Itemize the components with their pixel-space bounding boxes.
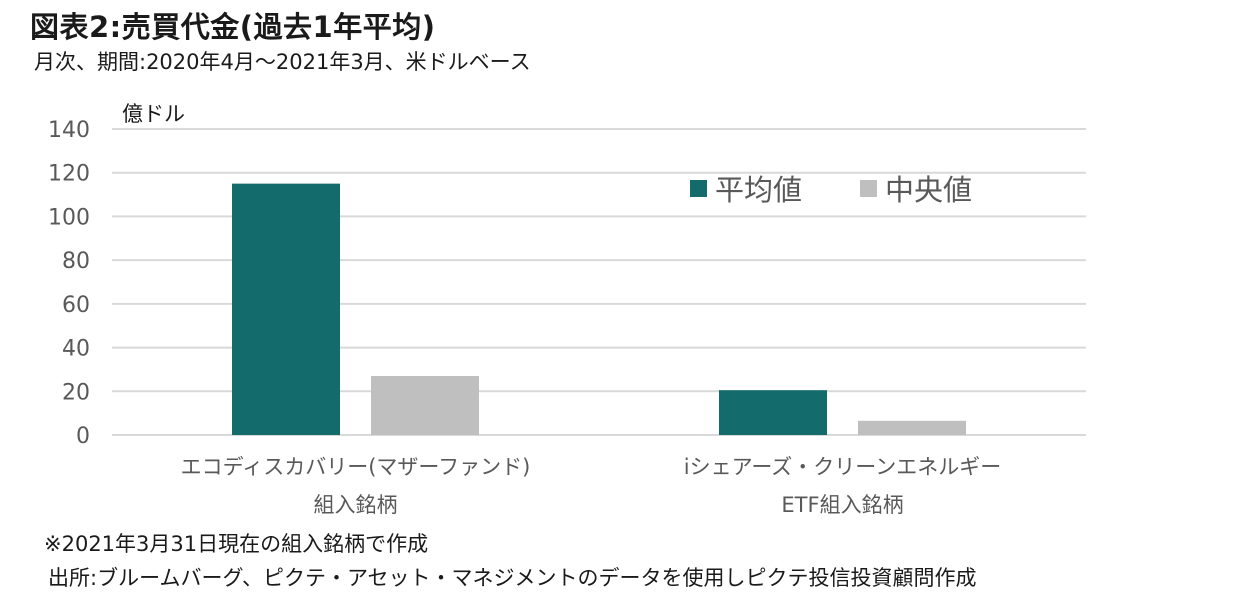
category-label: iシェアーズ・クリーンエネルギー (684, 455, 1001, 479)
bar-median-1 (858, 420, 966, 435)
category-label: 組入銘柄 (314, 493, 398, 517)
y-tick-label: 120 (48, 162, 90, 187)
y-tick-label: 20 (62, 380, 90, 405)
bar-mean-1 (719, 390, 827, 435)
y-tick-label: 80 (62, 249, 90, 274)
y-axis-ticks: 0 20 40 60 80 100 120 140 (48, 118, 90, 449)
y-axis-unit-label: 億ドル (122, 102, 185, 126)
legend-swatch (690, 180, 707, 197)
chart-title: 図表2:売買代金(過去1年平均) (30, 10, 436, 44)
footnote: ※2021年3月31日現在の組入銘柄で作成 (44, 532, 429, 556)
category-label: ETF組入銘柄 (781, 493, 903, 517)
category-labels: エコディスカバリー(マザーファンド) 組入銘柄 iシェアーズ・クリーンエネルギー ET… (181, 455, 1002, 517)
y-tick-label: 40 (62, 337, 90, 362)
legend-label: 中央値 (885, 173, 972, 207)
source-note: 出所:ブルームバーグ、ピクテ・アセット・マネジメントのデータを使用しピクテ投信投… (48, 566, 977, 590)
y-tick-label: 60 (62, 293, 90, 318)
bar-mean-0 (232, 183, 340, 435)
chart-subtitle: 月次、期間:2020年4月～2021年3月、米ドルベース (34, 50, 531, 74)
y-tick-label: 0 (76, 424, 90, 449)
legend-swatch (860, 180, 877, 197)
legend: 平均値 中央値 (690, 173, 972, 207)
y-tick-label: 140 (48, 118, 90, 143)
category-label: エコディスカバリー(マザーファンド) (181, 455, 531, 479)
legend-label: 平均値 (715, 173, 802, 207)
y-tick-label: 100 (48, 205, 90, 230)
bar-median-0 (371, 375, 479, 435)
bars (232, 183, 966, 435)
